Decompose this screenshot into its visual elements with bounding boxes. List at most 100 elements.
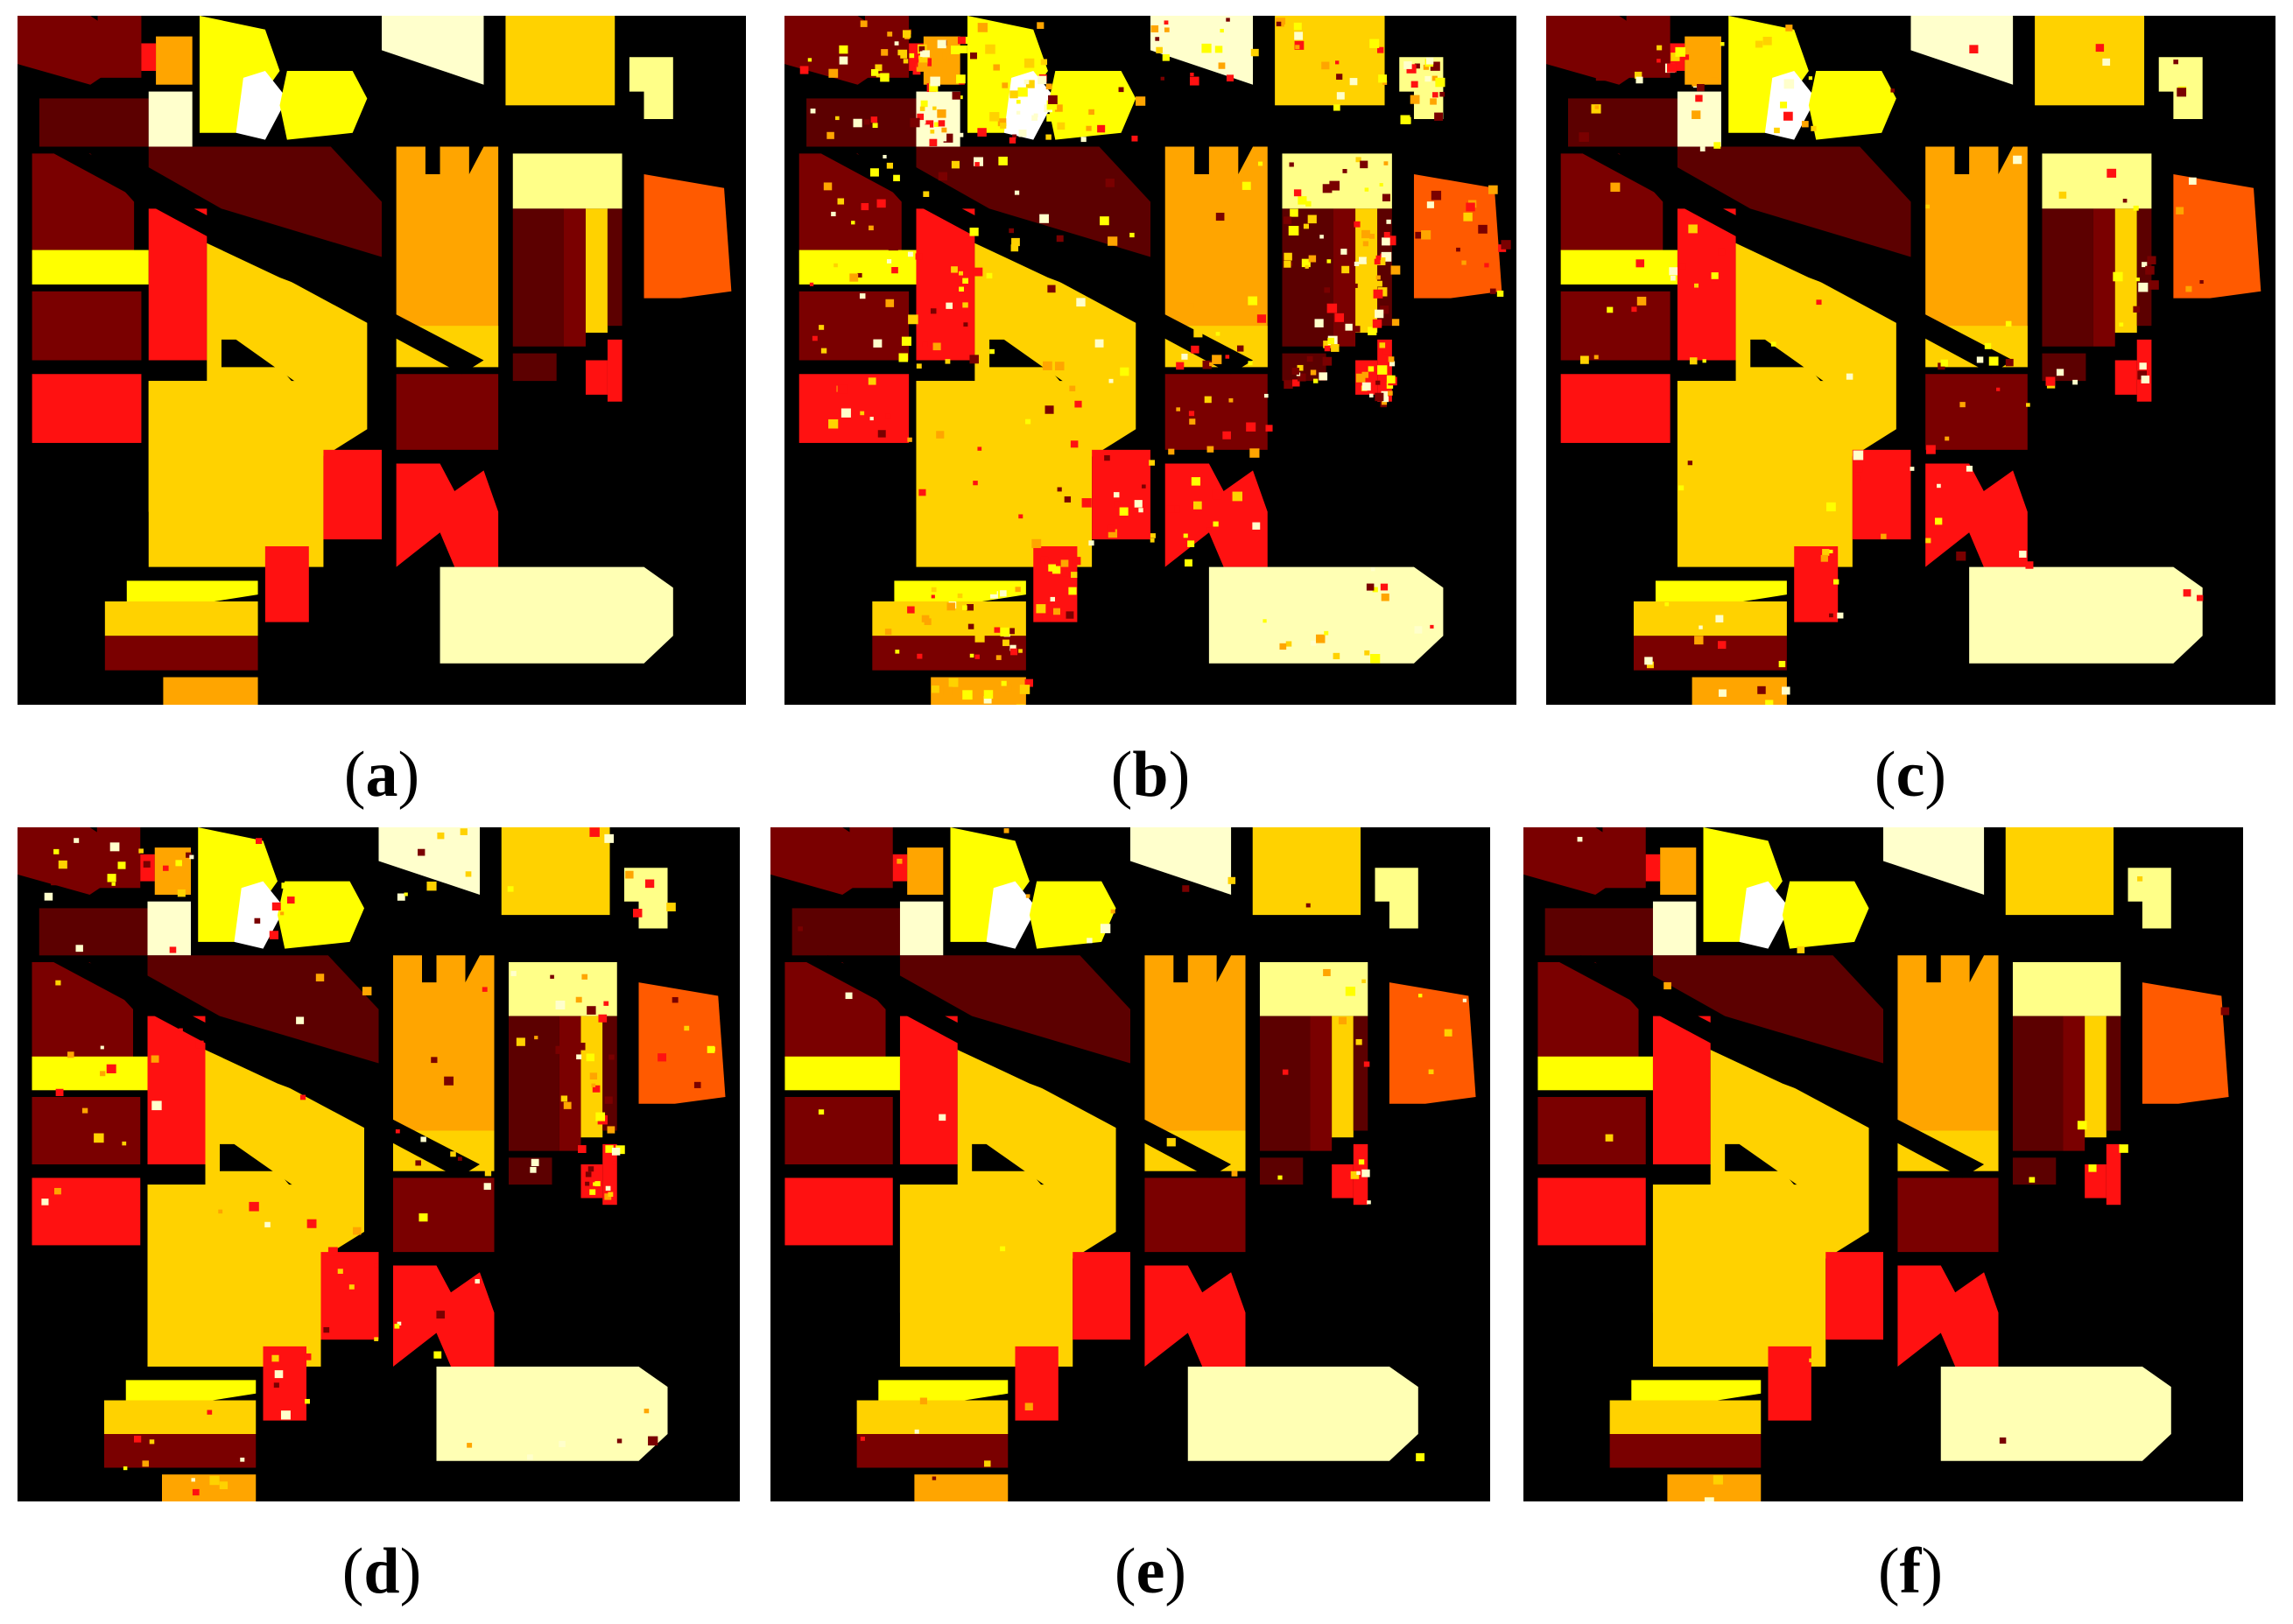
noise-pixel xyxy=(921,124,930,132)
noise-pixel xyxy=(1206,446,1214,453)
noise-pixel xyxy=(1052,608,1061,615)
noise-pixel xyxy=(1056,235,1064,243)
noise-pixel xyxy=(1778,660,1786,668)
noise-pixel xyxy=(304,1353,312,1360)
noise-pixel xyxy=(1341,265,1350,274)
noise-pixel xyxy=(1166,1137,1176,1147)
noise-pixel xyxy=(1400,115,1410,124)
noise-pixel xyxy=(595,1112,606,1121)
noise-pixel xyxy=(2045,376,2056,386)
noise-pixel xyxy=(922,341,928,348)
noise-pixel xyxy=(1410,81,1418,88)
noise-pixel xyxy=(989,348,995,355)
noise-pixel xyxy=(515,880,525,889)
noise-pixel xyxy=(1188,411,1195,417)
noise-pixel xyxy=(1326,303,1338,313)
noise-pixel xyxy=(1853,450,1864,460)
noise-pixel xyxy=(1305,200,1312,207)
noise-pixel xyxy=(1692,110,1701,119)
noise-pixel xyxy=(2029,1177,2036,1183)
land-field-10 xyxy=(1252,827,1361,916)
noise-pixel xyxy=(969,653,974,658)
classification-map-e xyxy=(770,827,1490,1501)
noise-pixel xyxy=(107,874,116,882)
noise-pixel xyxy=(1066,611,1074,619)
noise-pixel xyxy=(1187,540,1195,547)
noise-pixel xyxy=(1375,309,1384,319)
noise-pixel xyxy=(1358,1159,1365,1165)
noise-pixel xyxy=(1424,75,1431,82)
noise-pixel xyxy=(983,690,994,700)
noise-pixel xyxy=(1697,83,1705,92)
noise-pixel xyxy=(1846,373,1853,380)
noise-pixel xyxy=(1048,95,1058,104)
noise-pixel xyxy=(1388,390,1393,396)
noise-pixel xyxy=(1045,83,1052,90)
noise-pixel xyxy=(1925,538,1931,544)
land-field-10 xyxy=(505,16,615,106)
land-field-22 xyxy=(2012,962,2121,1016)
noise-pixel xyxy=(924,618,932,625)
noise-pixel xyxy=(236,1435,242,1440)
noise-pixel xyxy=(186,852,192,858)
noise-pixel xyxy=(989,112,1000,122)
noise-pixel xyxy=(1284,252,1292,261)
noise-pixel xyxy=(1042,614,1051,622)
noise-pixel xyxy=(1377,365,1388,375)
noise-pixel xyxy=(1635,259,1645,268)
noise-pixel xyxy=(1310,369,1317,376)
noise-pixel xyxy=(1667,63,1677,73)
noise-pixel xyxy=(1829,549,1833,554)
noise-pixel xyxy=(977,128,987,137)
noise-pixel xyxy=(348,1284,355,1290)
land-field-18 xyxy=(214,264,368,457)
noise-pixel xyxy=(885,413,891,419)
noise-pixel xyxy=(876,199,886,208)
noise-pixel xyxy=(833,263,838,268)
noise-pixel xyxy=(420,1136,426,1142)
noise-pixel xyxy=(1276,21,1282,26)
noise-pixel xyxy=(1149,460,1156,466)
noise-pixel xyxy=(587,1166,594,1172)
noise-pixel xyxy=(1368,97,1374,103)
land-field-20 xyxy=(320,1252,379,1340)
land-field-11 xyxy=(2128,868,2171,929)
noise-pixel xyxy=(1837,612,1844,619)
land-field-3 xyxy=(140,854,155,882)
noise-pixel xyxy=(2077,1121,2087,1130)
noise-pixel xyxy=(1292,379,1300,387)
noise-pixel xyxy=(930,76,940,87)
noise-pixel xyxy=(1045,405,1054,414)
land-field-31 xyxy=(1332,1164,1354,1199)
noise-pixel xyxy=(1138,508,1143,513)
noise-pixel xyxy=(615,1145,625,1155)
noise-pixel xyxy=(2139,362,2147,370)
noise-pixel xyxy=(395,1128,400,1134)
noise-pixel xyxy=(916,363,922,369)
noise-pixel xyxy=(1301,258,1311,268)
noise-pixel xyxy=(910,117,920,128)
noise-pixel xyxy=(1434,112,1444,121)
noise-pixel xyxy=(589,1072,598,1080)
noise-pixel xyxy=(129,867,137,875)
land-field-2 xyxy=(1544,908,1653,956)
land-field-26 xyxy=(585,208,608,334)
noise-pixel xyxy=(923,191,930,197)
noise-pixel xyxy=(937,109,946,118)
land-field-37 xyxy=(856,1434,1009,1468)
land-field-27 xyxy=(607,208,622,327)
noise-pixel xyxy=(1378,74,1388,83)
noise-pixel xyxy=(55,980,61,986)
noise-pixel xyxy=(1370,567,1375,572)
land-field-2 xyxy=(791,908,900,956)
noise-pixel xyxy=(1496,290,1504,297)
land-field-30 xyxy=(512,353,557,382)
noise-pixel xyxy=(937,67,946,76)
noise-pixel xyxy=(1314,319,1324,327)
noise-pixel xyxy=(1156,46,1163,53)
noise-pixel xyxy=(932,342,941,351)
noise-pixel xyxy=(877,430,886,438)
noise-pixel xyxy=(1012,134,1017,139)
noise-pixel xyxy=(1631,306,1637,313)
land-field-16 xyxy=(148,208,207,361)
